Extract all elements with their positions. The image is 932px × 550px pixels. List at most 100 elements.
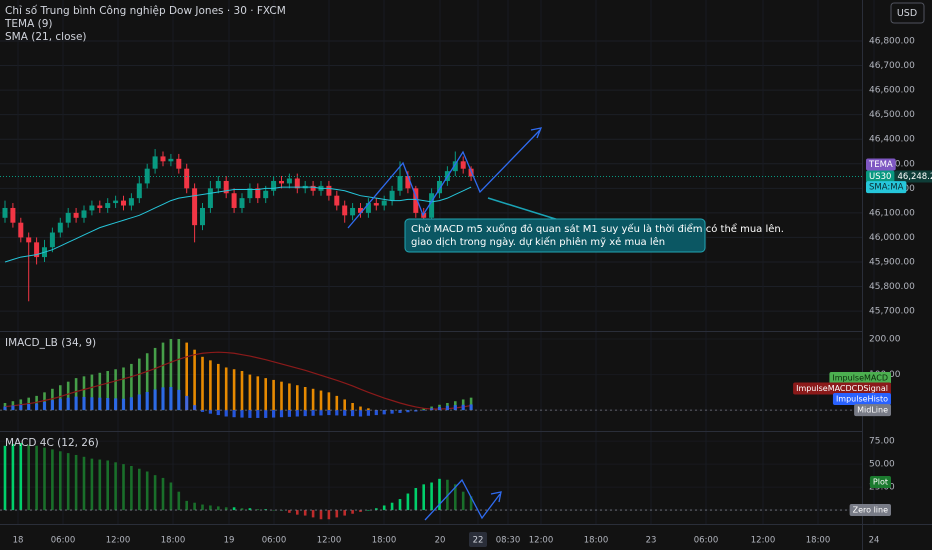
histogram-bar: [43, 447, 46, 511]
histogram-bar: [209, 360, 212, 411]
histogram-bar: [35, 445, 38, 511]
histogram-bar: [161, 342, 165, 411]
histogram-bar: [437, 406, 442, 411]
candle-body: [113, 200, 119, 204]
histogram-bar: [288, 510, 291, 513]
histogram-bar: [374, 410, 378, 416]
legend-tag: ImpulseMACD: [832, 374, 888, 383]
candle-body: [223, 180, 229, 194]
histogram-bar: [351, 402, 354, 411]
legend-tag-bg: [854, 404, 891, 417]
histogram-bar: [98, 397, 102, 411]
histogram-bar: [414, 488, 418, 511]
histogram-bar: [106, 460, 109, 511]
histogram-bar: [129, 397, 133, 411]
histogram-bar: [295, 410, 299, 417]
histogram-bar: [311, 510, 315, 518]
histogram-bar: [138, 358, 141, 411]
candle-body: [460, 161, 466, 169]
y-tick-label: 45,800.00: [869, 282, 915, 292]
candle-body: [207, 188, 213, 208]
y-tick-label: 46,600.00: [869, 86, 915, 96]
candle-body: [271, 180, 277, 191]
candle-body: [105, 203, 111, 208]
histogram-bar: [366, 410, 370, 416]
histogram-bar: [122, 367, 125, 411]
drawing-zigzag: [424, 478, 501, 521]
histogram-bar: [319, 510, 323, 520]
histogram-bar: [66, 381, 70, 411]
drawing-arrowhead: [530, 127, 543, 139]
x-tick-label: 12:00: [106, 536, 131, 546]
y-tick-label: 46,000.00: [869, 233, 915, 243]
histogram-bar: [82, 396, 86, 411]
histogram-bar: [390, 410, 394, 414]
x-tick-label: 18:00: [584, 536, 609, 546]
histogram-bar: [359, 406, 362, 411]
histogram-bar: [319, 410, 323, 416]
histogram-bar: [296, 510, 299, 515]
candle-body: [152, 156, 158, 169]
histogram-bar: [248, 410, 252, 418]
histogram-bar: [469, 404, 473, 411]
legend-tag-bg: [832, 393, 891, 405]
candle-body: [294, 178, 300, 189]
currency-label[interactable]: USD: [897, 8, 917, 19]
histogram-bar: [3, 406, 7, 411]
candle-body: [97, 205, 103, 208]
histogram-bar: [430, 406, 433, 411]
histogram-bar: [406, 493, 410, 511]
histogram-bar: [208, 410, 212, 414]
histogram-bar: [367, 408, 370, 411]
histogram-bar: [461, 404, 465, 411]
histogram-bar: [343, 510, 346, 516]
callout-text: Chờ MACD m5 xuống đỏ quan sát M1 suy yếu…: [411, 222, 784, 235]
x-tick-label: 18:00: [372, 536, 397, 546]
histogram-bar: [240, 410, 244, 418]
histogram-bar: [240, 508, 244, 511]
price-tag-bg: [866, 158, 896, 171]
legend-tag-bg: [829, 372, 891, 384]
candle-body: [176, 158, 182, 169]
price-tag: SMA:MA: [869, 183, 904, 193]
histogram-bar: [98, 372, 102, 411]
histogram-bar: [153, 475, 157, 511]
histogram-bar: [185, 342, 188, 411]
histogram-bar: [114, 462, 117, 511]
currency-button[interactable]: [890, 2, 925, 24]
y-tick-label: 46,700.00: [869, 61, 915, 71]
histogram-bar: [335, 395, 339, 411]
y-tick-label: 46,800.00: [869, 37, 915, 47]
x-tick-label: 06:00: [694, 536, 719, 546]
histogram-bar: [130, 465, 133, 511]
candle-body: [358, 207, 363, 213]
histogram-bar: [74, 378, 78, 411]
histogram-bar: [161, 387, 165, 411]
histogram-bar: [121, 398, 126, 411]
candle-body: [89, 205, 95, 211]
histogram-bar: [406, 410, 410, 413]
axes: 46,800.00 46,700.00 46,600.00 46,500.00 46,4…: [13, 37, 932, 547]
histogram-bar: [224, 507, 228, 511]
candle-body: [373, 203, 379, 206]
histogram-bar: [19, 404, 23, 411]
y-tick-label: 46,400.00: [869, 135, 915, 145]
histogram-bar: [303, 410, 307, 417]
candle-body: [350, 207, 356, 216]
candle-body: [168, 158, 174, 162]
histogram-bar: [382, 410, 386, 415]
drawing-zigzag: [347, 129, 541, 229]
histogram-bar: [248, 508, 252, 511]
histogram-bar: [201, 504, 204, 511]
histogram-bar: [224, 410, 228, 417]
histogram-bar: [106, 371, 109, 411]
candle-body: [326, 185, 332, 196]
x-tick-label: 24: [869, 536, 880, 546]
indicator-label: TEMA (9): [4, 18, 53, 30]
histogram-bar: [430, 408, 434, 411]
sma-line: [4, 186, 472, 263]
histogram-bar: [217, 506, 220, 511]
histogram-bar: [311, 410, 315, 416]
histogram-bar: [177, 389, 181, 411]
x-tick-label: 20: [435, 536, 446, 546]
